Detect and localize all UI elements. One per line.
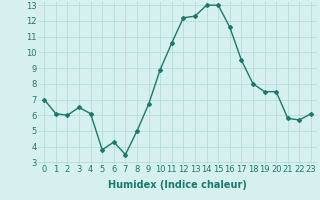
X-axis label: Humidex (Indice chaleur): Humidex (Indice chaleur) <box>108 180 247 190</box>
